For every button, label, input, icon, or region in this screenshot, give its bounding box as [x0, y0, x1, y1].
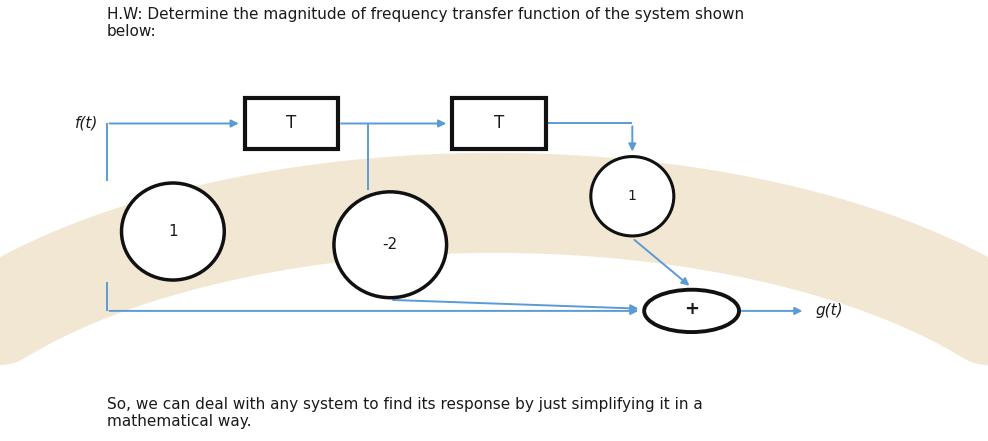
Text: So, we can deal with any system to find its response by just simplifying it in a: So, we can deal with any system to find … [107, 397, 702, 429]
Text: 1: 1 [628, 189, 636, 203]
Circle shape [644, 290, 739, 332]
Text: -2: -2 [382, 237, 398, 252]
FancyBboxPatch shape [452, 98, 545, 149]
Ellipse shape [334, 192, 447, 298]
Text: +: + [684, 300, 700, 318]
Text: T: T [287, 115, 296, 132]
Text: f(t): f(t) [75, 116, 99, 131]
Text: g(t): g(t) [815, 303, 843, 318]
FancyBboxPatch shape [244, 98, 338, 149]
Ellipse shape [591, 157, 674, 236]
Text: T: T [494, 115, 504, 132]
Ellipse shape [122, 183, 224, 280]
Text: H.W: Determine the magnitude of frequency transfer function of the system shown
: H.W: Determine the magnitude of frequenc… [107, 7, 744, 39]
Text: 1: 1 [168, 224, 178, 239]
